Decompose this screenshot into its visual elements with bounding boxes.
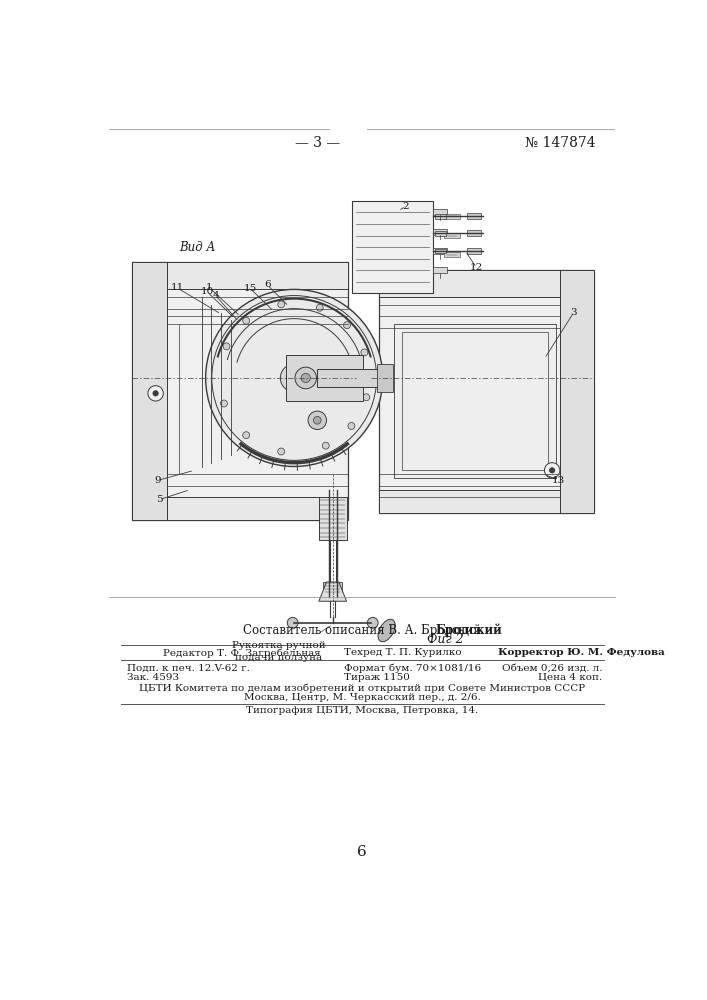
Circle shape [287,617,298,628]
Circle shape [223,343,230,350]
Text: 11: 11 [170,283,184,292]
Circle shape [308,411,327,430]
Bar [379,490,595,513]
Circle shape [281,364,308,392]
Text: 13: 13 [551,476,565,485]
Text: Подп. к печ. 12.V-62 г.: Подп. к печ. 12.V-62 г. [127,664,250,673]
Circle shape [206,289,382,466]
Text: 9: 9 [155,476,161,485]
Circle shape [278,448,285,455]
Bar [444,252,460,257]
Text: Зак. 4593: Зак. 4593 [127,673,180,682]
Circle shape [544,463,560,478]
Text: Формат бум. 70×1081/16: Формат бум. 70×1081/16 [344,663,481,673]
Bar [433,267,447,273]
Bar [402,332,549,470]
Circle shape [313,416,321,424]
Circle shape [221,400,228,407]
Text: Редактор Т. Ф. Загребельная: Редактор Т. Ф. Загребельная [163,648,321,658]
Circle shape [243,317,250,324]
Text: ЦБТИ Комитета по делам изобретений и открытий при Совете Министров СССР: ЦБТИ Комитета по делам изобретений и отк… [139,684,585,693]
Ellipse shape [378,619,395,642]
Text: Тираж 1150: Тираж 1150 [344,673,410,682]
Text: Вид А: Вид А [179,241,215,254]
Bar [433,209,447,215]
Text: 12: 12 [470,263,484,272]
Bar [317,369,379,387]
Bar [379,270,595,513]
Bar [435,214,446,219]
Text: Объем 0,26 изд. л.: Объем 0,26 изд. л. [502,664,602,673]
Text: Москва, Центр, М. Черкасский пер., д. 2/6.: Москва, Центр, М. Черкасский пер., д. 2/… [244,693,480,702]
Bar [444,233,460,238]
Bar [560,270,595,513]
Text: Типография ЦБТИ, Москва, Петровка, 14.: Типография ЦБТИ, Москва, Петровка, 14. [246,706,478,715]
Circle shape [301,373,310,383]
Bar [435,249,446,253]
Bar [395,324,556,478]
Bar [379,270,595,297]
Circle shape [348,422,355,429]
Circle shape [363,394,370,401]
Text: Цена 4 коп.: Цена 4 коп. [538,673,602,682]
Text: № 147874: № 147874 [525,136,596,150]
Bar [378,364,393,392]
Text: 4: 4 [212,291,219,300]
Bar [444,214,460,219]
Circle shape [549,468,555,473]
Bar [433,229,447,235]
Bar [132,497,348,520]
Bar [286,355,363,401]
Text: Составитель описания В. А. Бродский: Составитель описания В. А. Бродский [243,624,481,637]
Bar [324,582,342,594]
Bar [352,201,433,293]
Text: 2: 2 [402,202,409,211]
Text: 6: 6 [357,844,367,858]
Circle shape [148,386,163,401]
Circle shape [295,367,317,389]
Text: Бродский: Бродский [435,624,502,637]
Text: 6: 6 [264,280,271,289]
Text: 3: 3 [571,308,577,317]
Circle shape [243,432,250,439]
Bar [435,231,446,235]
Text: 10: 10 [201,287,214,296]
Circle shape [322,442,329,449]
Circle shape [368,617,378,628]
Bar [467,248,481,254]
Text: — 3 —: — 3 — [295,136,340,150]
Circle shape [291,375,297,381]
Text: Фиг 2: Фиг 2 [428,633,464,646]
Polygon shape [319,582,346,601]
Circle shape [361,349,368,356]
Bar [467,230,481,236]
Text: Рукоятка ручной
подачи ползуна: Рукоятка ручной подачи ползуна [232,641,326,662]
Circle shape [278,301,285,308]
Circle shape [316,304,323,311]
Bar [467,213,481,219]
Text: 5: 5 [156,495,163,504]
Text: 15: 15 [244,284,257,293]
Circle shape [153,391,158,396]
Bar [132,262,167,520]
Bar [132,262,348,520]
Bar [132,262,348,289]
Text: Корректор Ю. М. Федулова: Корректор Ю. М. Федулова [498,648,665,657]
Circle shape [344,322,351,329]
Text: Техред Т. П. Курилко: Техред Т. П. Курилко [344,648,462,657]
Bar [319,497,346,540]
Text: 1: 1 [206,283,213,292]
Bar [433,248,447,254]
